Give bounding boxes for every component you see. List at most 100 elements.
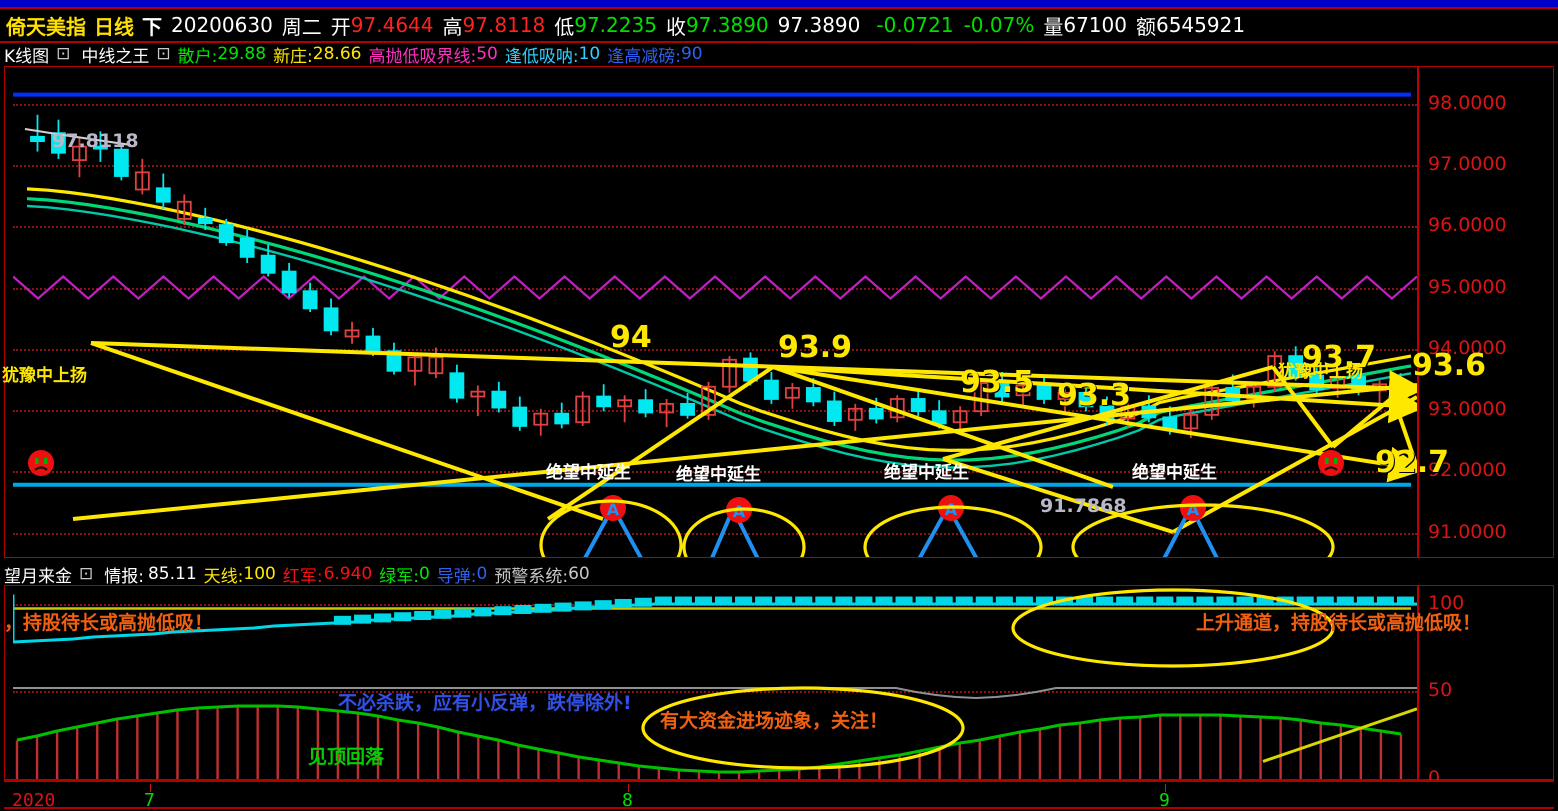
candlestick bbox=[491, 390, 507, 409]
low-value: 97.2235 bbox=[574, 13, 657, 37]
price-gridline bbox=[13, 287, 1417, 290]
despair-annotation: 绝望中延生 bbox=[676, 465, 761, 485]
price-gridline bbox=[13, 103, 1417, 106]
despair-annotation: 绝望中延生 bbox=[884, 463, 969, 483]
sub-gridline bbox=[13, 603, 1417, 606]
warnsys-value: 60 bbox=[568, 564, 590, 584]
candlestick bbox=[1162, 416, 1178, 431]
close-label: 收 bbox=[665, 14, 686, 39]
change-percent: -0.07% bbox=[963, 13, 1035, 37]
banker-label: 新庄: bbox=[273, 46, 313, 67]
candlestick bbox=[239, 237, 255, 258]
candlestick bbox=[1246, 385, 1262, 400]
skyline-value: 100 bbox=[243, 564, 276, 584]
retail-label: 散户: bbox=[177, 46, 218, 67]
candlestick bbox=[805, 387, 821, 403]
close-value: 97.3890 bbox=[685, 13, 769, 37]
candlestick bbox=[554, 412, 570, 425]
price-gridline bbox=[13, 348, 1417, 351]
sellhigh-value: 90 bbox=[680, 44, 703, 64]
sub-green-annotation: 见顶回落 bbox=[308, 746, 385, 768]
checkbox-icon-2[interactable]: ⊡ bbox=[156, 44, 171, 64]
candlestick bbox=[302, 290, 318, 310]
direction-label: 下 bbox=[142, 14, 162, 39]
candlestick bbox=[952, 410, 968, 424]
price-axis-divider bbox=[1417, 66, 1419, 558]
missile-value: 0 bbox=[476, 564, 488, 584]
candlestick bbox=[407, 356, 423, 372]
high-value: 97.8118 bbox=[462, 13, 546, 37]
banker-value: 28.66 bbox=[312, 44, 362, 64]
price-gridline bbox=[13, 165, 1417, 167]
change-value: -0.0721 bbox=[876, 13, 954, 37]
info-label: 情报: bbox=[104, 566, 144, 587]
sub-blue-annotation: 不必杀跌，应有小反弹，跌停除外! bbox=[338, 692, 632, 714]
kline-title[interactable]: K线图 bbox=[4, 46, 50, 67]
candlestick bbox=[931, 410, 947, 425]
price-level-annotation: 92.7 bbox=[1375, 445, 1450, 480]
svg-text:A: A bbox=[607, 500, 620, 519]
high-price-annotation: 97.8118 bbox=[52, 130, 139, 152]
greenarmy-label: 绿军: bbox=[379, 566, 419, 587]
price-level-annotation: 93.5 bbox=[960, 365, 1035, 400]
redarmy-value: 6.940 bbox=[323, 564, 373, 584]
price-gridline bbox=[13, 410, 1417, 412]
price-gridline bbox=[13, 532, 1417, 535]
hesitate-annotation: 犹豫中上扬 bbox=[1278, 362, 1363, 382]
candlestick bbox=[30, 135, 45, 143]
low-price-annotation: 91.7868 bbox=[1040, 495, 1127, 517]
sub-title[interactable]: 望月来金 bbox=[4, 566, 72, 587]
quote-header-bar: 倚天美指 日线 下 20200630 周二 开 97.4644 高 97.8118 … bbox=[0, 7, 1558, 43]
candlestick bbox=[1372, 383, 1387, 392]
candlestick bbox=[596, 395, 612, 408]
kline-chart-panel[interactable]: A A A A 98.0000 97.0000 96.0000 95.0000 94.0000… bbox=[4, 66, 1554, 558]
price-axis-label: 97.0000 bbox=[1428, 153, 1507, 175]
price-axis-label: 93.0000 bbox=[1428, 398, 1507, 420]
candlestick bbox=[155, 187, 171, 203]
last-price: 97.3890 bbox=[777, 13, 861, 37]
sub-axis-divider bbox=[1417, 585, 1419, 780]
price-level-annotation: 93.7 bbox=[1302, 340, 1377, 375]
price-axis-label: 98.0000 bbox=[1428, 91, 1507, 114]
indicator-name-1[interactable]: 中线之王 bbox=[81, 46, 150, 67]
time-tick bbox=[1165, 784, 1166, 792]
candlestick bbox=[722, 358, 737, 388]
sub-orange-right-annotation: 上升通道，持股待长或高抛低吸！ bbox=[1196, 612, 1482, 634]
candlestick bbox=[134, 171, 150, 191]
price-level-annotation: 93.3 bbox=[1057, 378, 1132, 413]
despair-annotation: 绝望中延生 bbox=[546, 463, 631, 483]
time-axis: 2020 7 8 9 bbox=[4, 780, 1554, 811]
buylow-value: 10 bbox=[578, 44, 601, 64]
candlestick bbox=[1225, 387, 1241, 402]
sub-axis-label: 50 bbox=[1428, 679, 1453, 702]
time-tick bbox=[628, 784, 629, 792]
time-axis-label: 9 bbox=[1159, 790, 1170, 811]
candlestick bbox=[260, 254, 276, 274]
checkbox-icon-1[interactable]: ⊡ bbox=[56, 44, 71, 64]
candlestick bbox=[344, 329, 360, 338]
window-titlebar-strip bbox=[0, 0, 1558, 7]
candlestick bbox=[1393, 383, 1408, 397]
price-axis: 98.0000 97.0000 96.0000 95.0000 94.0000 93.00… bbox=[1422, 67, 1558, 557]
candlestick bbox=[197, 217, 213, 225]
svg-text:A: A bbox=[1187, 500, 1200, 519]
amount-value: 6545921 bbox=[1155, 13, 1246, 37]
quote-weekday: 周二 bbox=[281, 14, 322, 39]
svg-text:A: A bbox=[733, 502, 746, 521]
symbol-name[interactable]: 倚天美指 bbox=[6, 14, 86, 39]
candlestick bbox=[784, 387, 800, 399]
info-value: 85.11 bbox=[147, 564, 197, 584]
price-level-annotation: 93.6 bbox=[1412, 348, 1487, 383]
candlestick bbox=[323, 307, 339, 332]
sub-orange-left-annotation: ，持股待长或高抛低吸！ bbox=[4, 612, 214, 634]
sub-orange-mid-annotation: 有大资金进场迹象，关注！ bbox=[660, 710, 889, 732]
quote-date: 20200630 bbox=[171, 13, 273, 37]
price-axis-label: 96.0000 bbox=[1428, 214, 1507, 237]
candlestick bbox=[533, 412, 549, 426]
candlestick bbox=[428, 356, 444, 375]
warnsys-label: 预警系统: bbox=[494, 566, 569, 587]
price-level-annotation: 94 bbox=[610, 320, 652, 355]
candlestick bbox=[386, 350, 402, 372]
checkbox-icon-3[interactable]: ⊡ bbox=[79, 564, 94, 584]
period-label[interactable]: 日线 bbox=[94, 14, 134, 39]
